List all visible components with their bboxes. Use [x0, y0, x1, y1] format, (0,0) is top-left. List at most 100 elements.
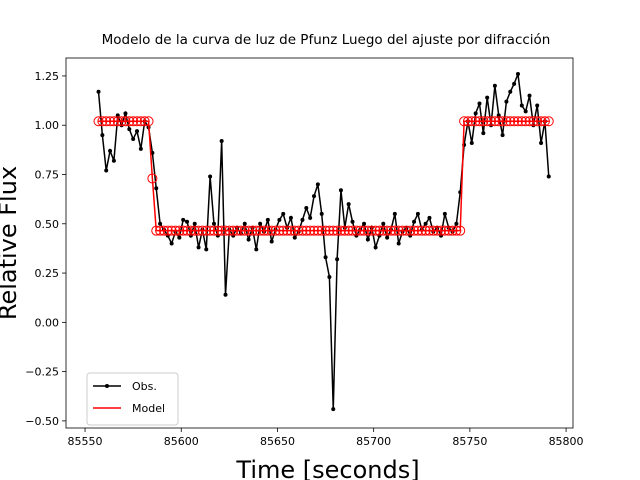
x-tick-label: 85800 [549, 435, 584, 448]
data-point [228, 225, 239, 236]
data-point [139, 116, 150, 127]
series-line [97, 73, 550, 410]
y-tick-label: 1.25 [35, 70, 60, 83]
data-point [120, 116, 131, 127]
data-point [100, 133, 105, 138]
data-point [251, 225, 262, 236]
data-point [528, 116, 539, 127]
data-point [158, 225, 169, 236]
data-point [447, 225, 458, 236]
data-point [397, 225, 408, 236]
data-point [531, 123, 536, 128]
data-point [205, 225, 216, 236]
data-point [524, 116, 535, 127]
y-tick-label: 0.00 [35, 316, 60, 329]
x-tick-label: 85650 [260, 435, 295, 448]
data-point [492, 83, 497, 88]
data-point [169, 241, 174, 246]
data-point [412, 225, 423, 236]
data-point [278, 225, 289, 236]
data-point [477, 101, 482, 106]
x-axis-label: Time [seconds] [235, 456, 419, 480]
data-point [154, 186, 159, 191]
data-point [309, 225, 320, 236]
data-point [243, 225, 254, 236]
data-point [265, 217, 270, 222]
data-point [536, 116, 547, 127]
data-point [520, 116, 531, 127]
data-point [277, 217, 282, 222]
data-point [331, 407, 336, 412]
data-point [108, 148, 113, 153]
data-point [212, 225, 223, 236]
data-point [374, 225, 385, 236]
data-point [255, 225, 266, 236]
data-point [208, 174, 213, 179]
data-point [481, 131, 486, 136]
y-tick-label: 0.25 [35, 267, 60, 280]
data-point [409, 225, 420, 236]
data-point [312, 194, 317, 199]
data-point [115, 113, 120, 118]
data-point [519, 103, 524, 108]
data-point [293, 225, 304, 236]
data-point [504, 99, 509, 104]
y-tick-label: −0.25 [25, 366, 59, 379]
data-point [138, 146, 143, 151]
data-point [127, 127, 132, 132]
y-axis-label: Relative Flux [0, 166, 22, 320]
data-point [469, 140, 474, 145]
data-point [258, 221, 263, 226]
data-point [304, 206, 309, 211]
data-point [269, 239, 274, 244]
data-point [123, 111, 128, 116]
data-point [423, 221, 428, 226]
data-point [424, 225, 435, 236]
data-point [355, 225, 366, 236]
y-tick-label: 0.75 [35, 168, 60, 181]
data-point [508, 89, 513, 94]
data-point [512, 116, 523, 127]
data-point [101, 116, 112, 127]
data-point [208, 225, 219, 236]
data-point [393, 225, 404, 236]
data-point [359, 225, 370, 236]
data-point [396, 241, 401, 246]
data-point [496, 113, 501, 118]
data-point [455, 225, 466, 236]
data-point [166, 225, 177, 236]
data-point [182, 225, 193, 236]
data-point [470, 116, 481, 127]
data-point [489, 123, 494, 128]
axes-frame [65, 57, 574, 429]
data-point [320, 225, 331, 236]
x-tick-label: 85550 [68, 435, 103, 448]
data-point [420, 225, 431, 236]
data-point [346, 202, 351, 207]
data-point [97, 116, 108, 127]
legend-label: Obs. [132, 380, 157, 393]
x-tick-label: 85700 [356, 435, 391, 448]
data-point [192, 221, 197, 226]
data-point [323, 255, 328, 260]
data-point [197, 225, 208, 236]
data-point [515, 71, 520, 76]
data-point [546, 174, 551, 179]
data-point [485, 95, 490, 100]
data-point [300, 217, 305, 222]
data-point [362, 225, 373, 236]
data-point [482, 116, 493, 127]
data-point [193, 225, 204, 236]
data-point [439, 225, 450, 236]
data-point [134, 129, 139, 134]
data-point [177, 235, 182, 240]
data-point [347, 225, 358, 236]
data-point [105, 116, 116, 127]
data-point [292, 235, 297, 240]
data-point [416, 225, 427, 236]
data-point [162, 225, 173, 236]
data-point [427, 215, 432, 220]
data-point [351, 225, 362, 236]
data-point [373, 245, 378, 250]
